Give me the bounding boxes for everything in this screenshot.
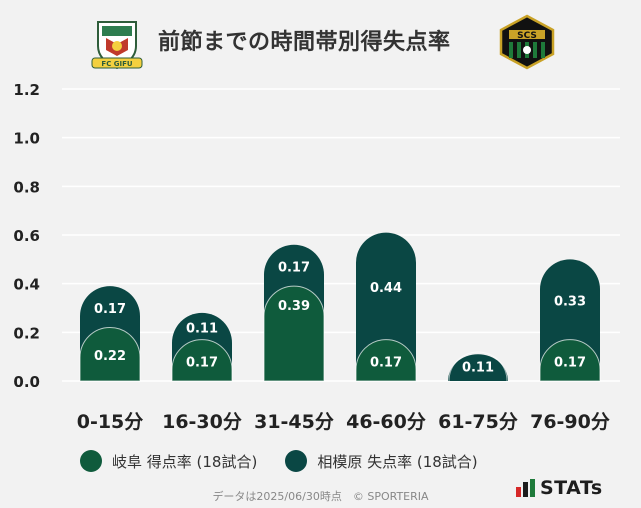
bar-gifu-scored-zero [448,351,508,382]
sc-sagamihara-logo-text: SCS [517,31,537,41]
x-tick-label: 76-90分 [530,411,610,433]
y-tick-label: 1.2 [13,81,40,99]
legend-swatch-sagamihara [285,450,308,472]
x-tick-label: 31-45分 [254,411,334,433]
y-tick-label: 1.0 [13,130,40,148]
data-label-sagamihara: 0.11 [186,321,218,336]
data-label-gifu: 0.17 [370,355,402,370]
stats-brand-text: STATs [540,477,603,499]
x-tick-label: 0-15分 [77,411,144,433]
bar-gifu-scored [171,339,233,382]
stats-bars-icon [516,479,535,497]
sc-sagamihara-crest-icon: SCS [499,14,555,70]
data-source-note: データは2025/06/30時点 © SPORTERIA [212,490,429,503]
data-label-sagamihara: 0.44 [370,281,402,296]
data-label-gifu: 0.22 [94,349,126,364]
legend-item-sagamihara: 相模原 失点率 (18試合) [285,450,478,472]
y-tick-label: 0.0 [13,373,40,391]
y-tick-label: 0.4 [13,276,40,294]
bar-gifu-scored [355,339,417,382]
data-label-sagamihara: 0.33 [554,294,586,309]
bar-gifu-scored [79,327,141,382]
legend-label-sagamihara: 相模原 失点率 (18試合) [317,452,478,471]
chart-header: FC GIFU 前節までの時間帯別得失点率 SCS [0,0,641,80]
legend-swatch-gifu [80,450,102,472]
legend-item-gifu: 岐阜 得点率 (18試合) [80,450,257,472]
chart-legend: 岐阜 得点率 (18試合) 相模原 失点率 (18試合) [80,448,506,474]
y-tick-label: 0.8 [13,178,40,196]
fc-gifu-logo-text: FC GIFU [101,60,132,68]
x-tick-label: 16-30分 [162,411,242,433]
stats-brand: STATs [516,477,603,499]
bar-chart: 0.0 0.2 0.4 0.6 0.8 1.0 1.2 0.17 0.22 0-15分 0.11 0.… [13,81,620,433]
data-label-sagamihara: 0.17 [94,302,126,317]
data-label-gifu: 0.17 [554,355,586,370]
bar-gifu-scored [263,285,325,382]
data-label-gifu: 0.39 [278,299,310,314]
bar-sagamihara-conceded [448,354,508,381]
x-tick-label: 46-60分 [346,411,426,433]
x-tick-label: 61-75分 [438,411,518,433]
data-label-sagamihara: 0.17 [278,260,310,275]
data-label-gifu: 0.17 [186,355,218,370]
data-label-sagamihara: 0.11 [462,361,494,376]
legend-label-gifu: 岐阜 得点率 (18試合) [112,452,258,471]
bar-gifu-scored [539,339,601,382]
y-tick-label: 0.6 [13,227,40,245]
chart-title: 前節までの時間帯別得失点率 [158,30,451,55]
fc-gifu-crest-icon: FC GIFU [91,21,143,70]
y-tick-label: 0.2 [13,324,40,342]
